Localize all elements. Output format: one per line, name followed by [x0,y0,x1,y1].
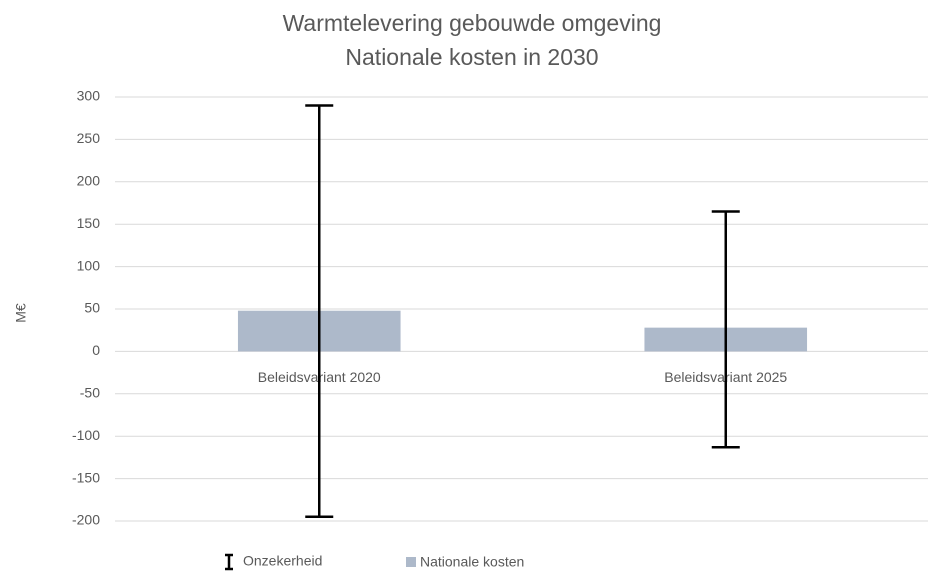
y-tick-label: -100 [72,427,100,443]
legend-label: Onzekerheid [243,553,322,569]
y-tick-label: -50 [80,385,100,401]
legend-label: Nationale kosten [420,554,524,570]
y-tick-label: 200 [77,173,101,189]
y-tick-label: -150 [72,469,100,485]
y-tick-label: 150 [77,215,101,231]
legend-swatch [406,557,416,567]
y-axis-label: M€ [13,303,29,323]
y-tick-label: 50 [84,300,100,316]
y-tick-label: 0 [92,342,100,358]
y-tick-label: 250 [77,130,101,146]
chart-subtitle: Nationale kosten in 2030 [345,44,598,70]
chart-title: Warmtelevering gebouwde omgeving [283,10,662,36]
y-tick-label: 300 [77,88,101,104]
y-tick-label: -200 [72,512,100,528]
y-tick-label: 100 [77,257,101,273]
